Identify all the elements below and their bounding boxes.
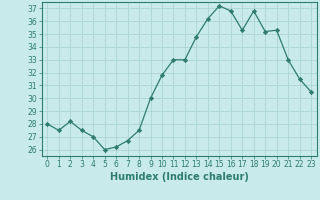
X-axis label: Humidex (Indice chaleur): Humidex (Indice chaleur) <box>110 172 249 182</box>
